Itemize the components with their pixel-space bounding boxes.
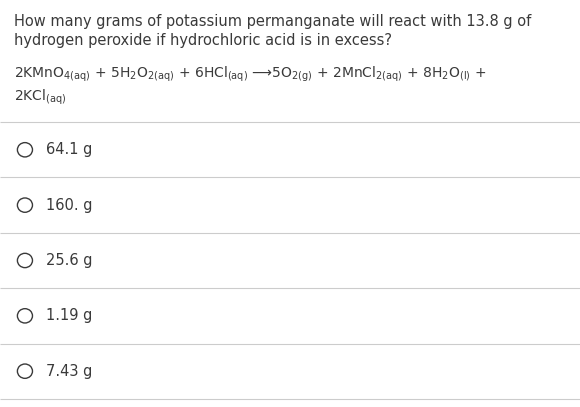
Text: $\mathregular{2KCl_{(aq)}}$: $\mathregular{2KCl_{(aq)}}$ bbox=[14, 88, 67, 107]
Text: 64.1 g: 64.1 g bbox=[46, 142, 93, 157]
Text: 7.43 g: 7.43 g bbox=[46, 364, 93, 379]
Text: 160. g: 160. g bbox=[46, 198, 93, 212]
Text: 1.19 g: 1.19 g bbox=[46, 309, 93, 323]
Text: $\mathregular{2KMnO_{4(aq)}}$ + $\mathregular{5H_2O_{2(aq)}}$ + $\mathregular{6H: $\mathregular{2KMnO_{4(aq)}}$ + $\mathre… bbox=[14, 65, 487, 84]
Text: hydrogen peroxide if hydrochloric acid is in excess?: hydrogen peroxide if hydrochloric acid i… bbox=[14, 33, 393, 48]
Text: 25.6 g: 25.6 g bbox=[46, 253, 93, 268]
Text: How many grams of potassium permanganate will react with 13.8 g of: How many grams of potassium permanganate… bbox=[14, 14, 532, 29]
